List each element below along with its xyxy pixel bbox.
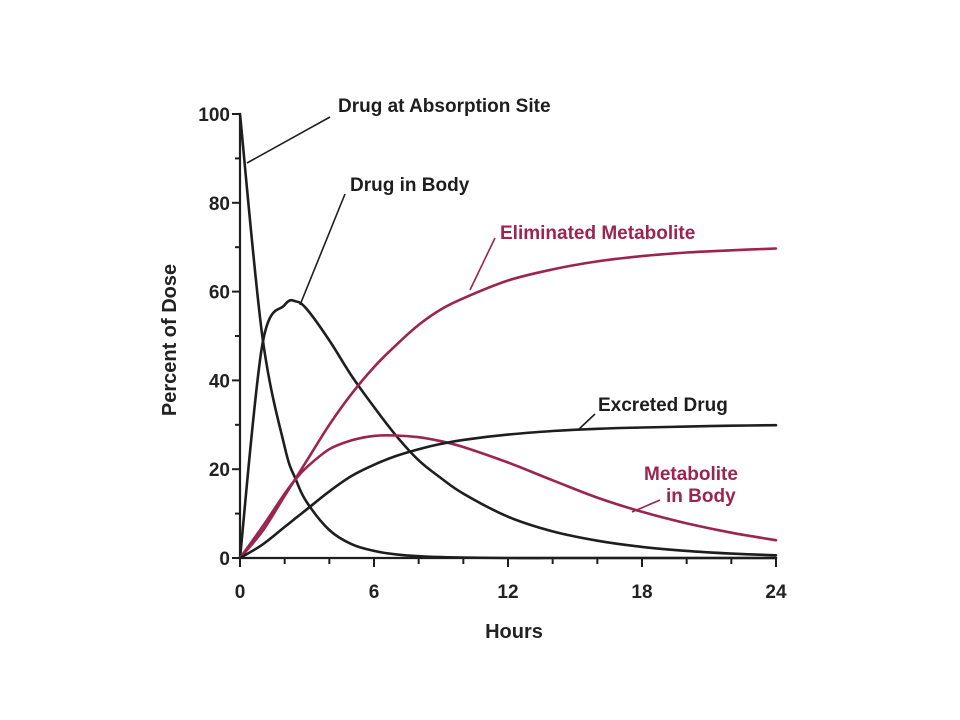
annotations: Drug at Absorption Site Drug in Body Eli… (338, 96, 738, 507)
annotation-drug-in-body: Drug in Body (350, 175, 470, 196)
ticks (232, 113, 777, 567)
x-tick-label: 0 (235, 582, 246, 603)
annotation-in-body: in Body (666, 486, 736, 507)
y-tick-label: 100 (198, 105, 230, 126)
x-axis-title: Hours (485, 621, 543, 643)
annotation-drug-absorption-site: Drug at Absorption Site (338, 96, 551, 117)
x-tick-label: 18 (631, 582, 652, 603)
leader-eliminated-metabolite (469, 237, 496, 291)
series-line-drug-at-absorption-site (238, 112, 778, 560)
x-tick-label: 6 (369, 582, 380, 603)
y-tick-label: 0 (219, 549, 230, 570)
leader-drug-in-body (299, 193, 346, 306)
series-line-metabolite-in-body (238, 433, 778, 560)
annotation-leaders (246, 116, 661, 513)
y-tick-label: 20 (209, 460, 230, 481)
annotation-eliminated-metabolite: Eliminated Metabolite (500, 223, 695, 244)
y-tick-label: 80 (209, 194, 230, 215)
x-tick-label: 12 (497, 582, 518, 603)
tick-labels: 0 20 40 60 80 100 0 6 12 18 24 (198, 105, 787, 603)
y-tick-label: 60 (209, 283, 230, 304)
series-line-excreted-drug (238, 423, 778, 560)
leader-drug-absorption (246, 116, 331, 164)
annotation-excreted-drug: Excreted Drug (598, 395, 728, 416)
y-axis-title: Percent of Dose (159, 264, 181, 416)
x-tick-label: 24 (765, 582, 787, 603)
annotation-metabolite: Metabolite (644, 464, 738, 485)
leader-excreted-drug (577, 413, 596, 431)
y-tick-label: 40 (209, 371, 230, 392)
leader-metabolite-in-body (631, 499, 661, 513)
data-series (238, 112, 778, 560)
